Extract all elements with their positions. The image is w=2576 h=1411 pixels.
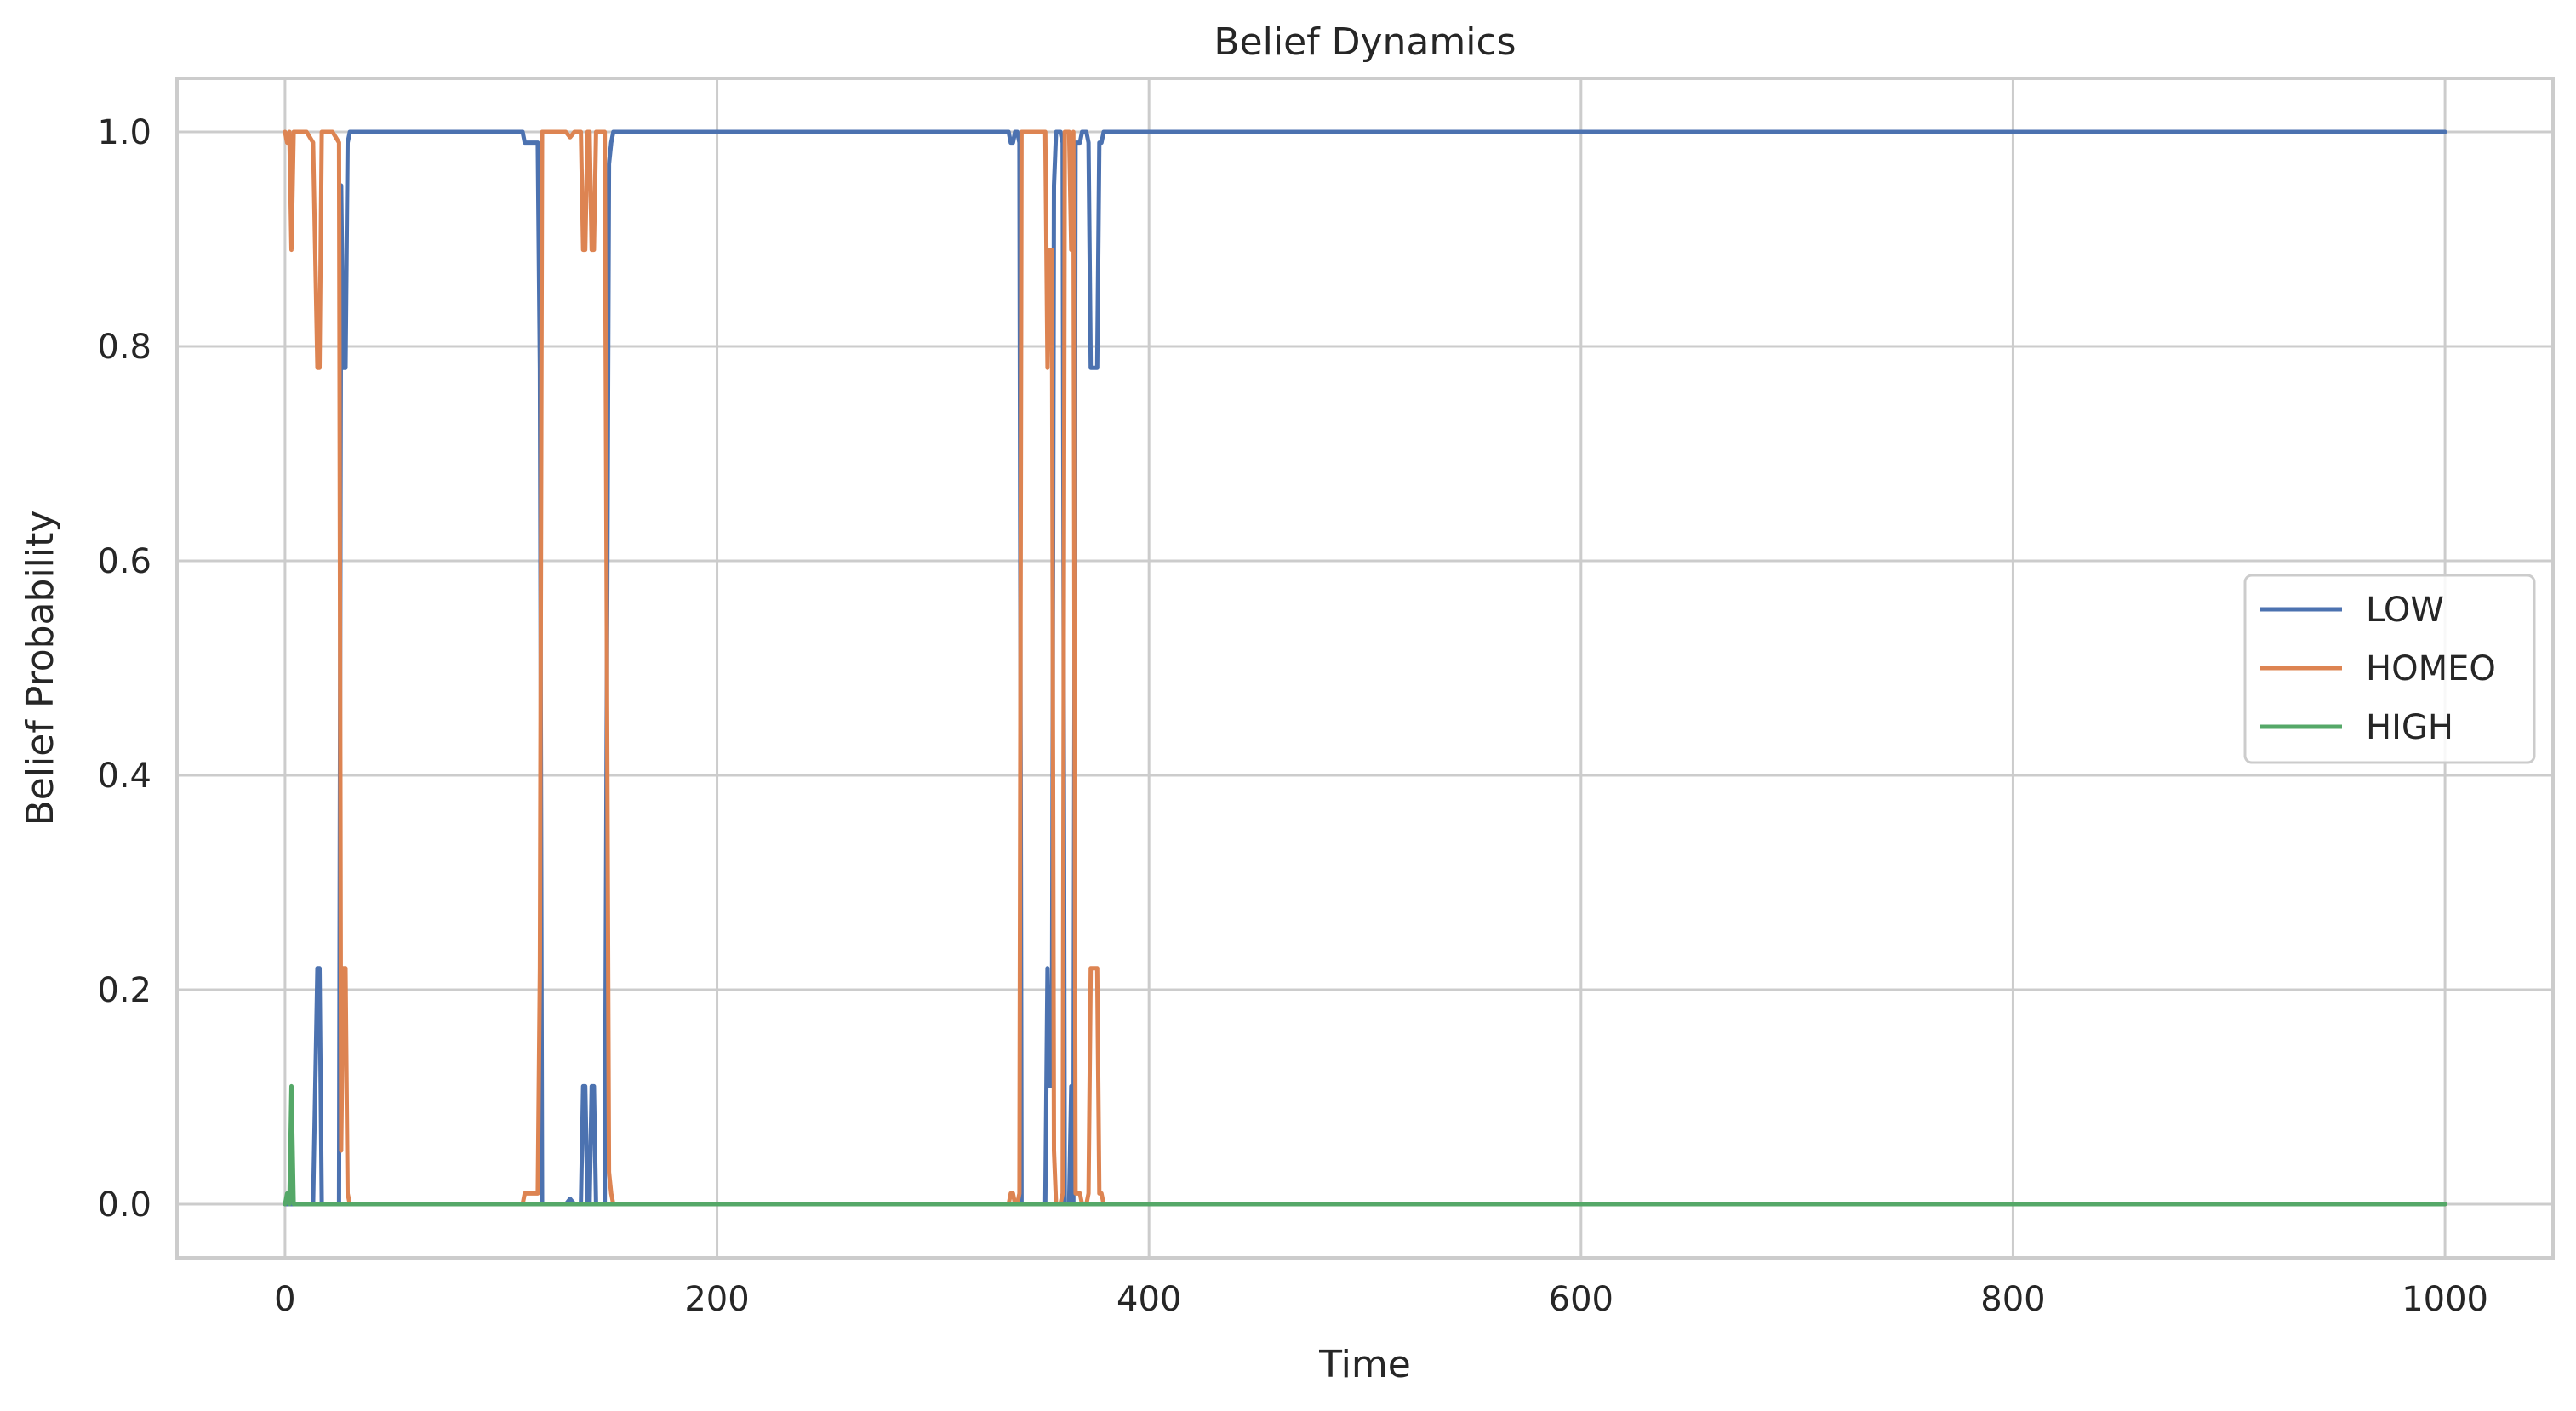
y-tick-label: 1.0 (97, 113, 151, 152)
x-tick-label: 800 (1980, 1280, 2045, 1319)
x-tick-label: 200 (684, 1280, 749, 1319)
x-tick-label: 400 (1117, 1280, 1181, 1319)
legend-label: HIGH (2366, 708, 2453, 747)
y-tick-label: 0.6 (97, 542, 151, 581)
x-axis-label: Time (1318, 1343, 1411, 1386)
chart-title: Belief Dynamics (1214, 20, 1516, 64)
y-tick-label: 0.2 (97, 971, 151, 1010)
y-axis-label: Belief Probability (19, 511, 62, 826)
y-axis-ticks: 0.0 0.2 0.4 0.6 0.8 1.0 (97, 113, 151, 1225)
plot-series (283, 129, 2447, 1207)
x-axis-ticks: 0 200 400 600 800 1000 (274, 1280, 2488, 1319)
legend-box (2243, 574, 2536, 764)
legend: LOW HOMEO HIGH (2243, 574, 2536, 764)
x-tick-label: 600 (1549, 1280, 1614, 1319)
legend-label: LOW (2366, 591, 2444, 630)
legend-label: HOMEO (2366, 649, 2496, 688)
x-tick-label: 1000 (2402, 1280, 2488, 1319)
series-line-high (283, 1083, 2447, 1207)
plot-frame (175, 77, 2555, 1260)
y-tick-label: 0.8 (97, 328, 151, 367)
y-tick-label: 0.0 (97, 1185, 151, 1225)
series-line-homeo (283, 129, 2447, 1207)
x-tick-label: 0 (274, 1280, 295, 1319)
y-tick-label: 0.4 (97, 757, 151, 796)
